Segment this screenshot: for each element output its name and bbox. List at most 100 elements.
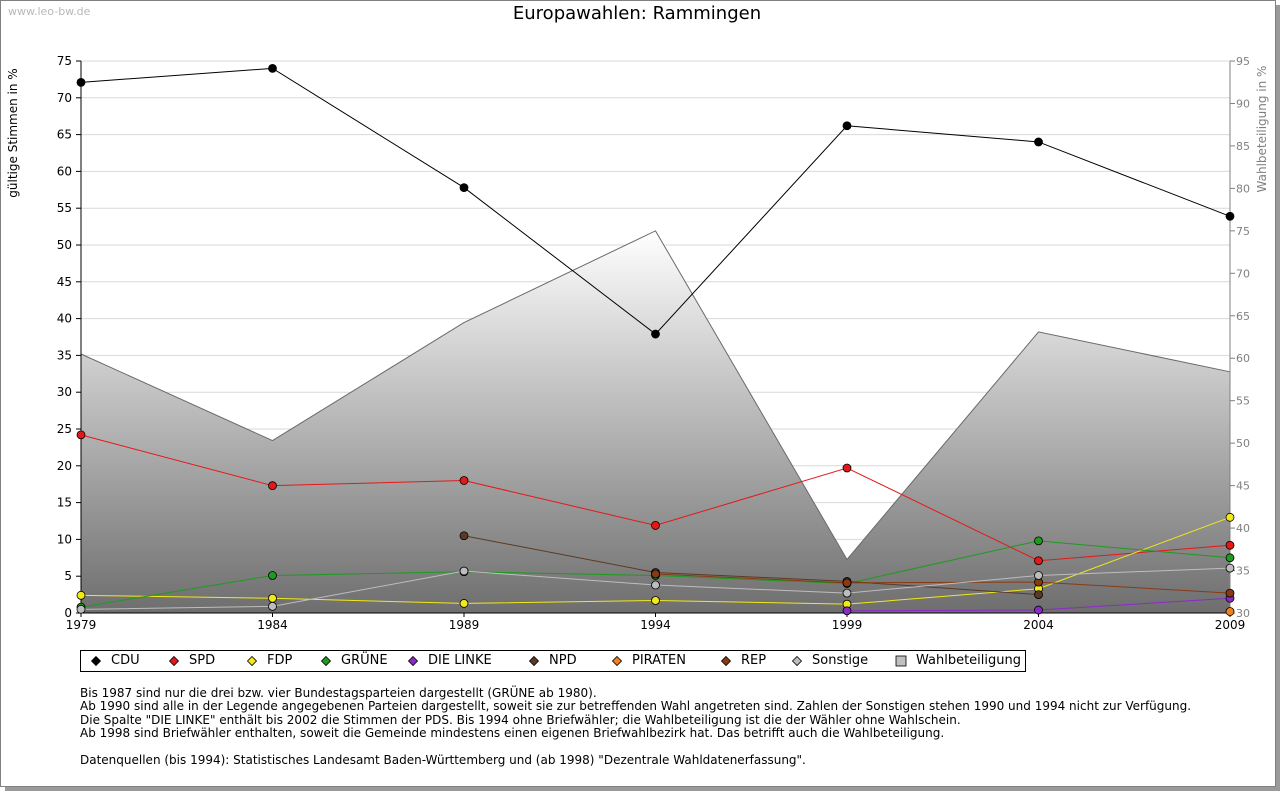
footnote-line: Die Spalte "DIE LINKE" enthält bis 2002 …	[80, 712, 961, 727]
legend-marker-die-linke	[407, 655, 419, 667]
y-tick-label-left: 30	[57, 385, 72, 399]
series-line-rep	[655, 573, 1231, 594]
series-markers	[76, 63, 1235, 616]
y-tick-label-left: 50	[57, 238, 72, 252]
legend: CDU SPD FDP GRÜNE DIE LINKE NPD PIRATEN REP Sons…	[80, 650, 1026, 672]
data-point-fdp	[268, 593, 277, 603]
data-point-fdp	[76, 590, 86, 600]
y-tick-label-right: 60	[1236, 352, 1250, 365]
data-point-spd	[76, 430, 86, 440]
legend-marker-spd	[168, 655, 180, 667]
data-point-spd	[459, 476, 469, 485]
y-tick-label-left: 40	[57, 312, 72, 326]
y-tick-label-right: 85	[1236, 140, 1250, 153]
legend-label: Wahlbeteiligung	[916, 653, 1022, 668]
y-tick-label-left: 10	[57, 532, 72, 546]
legend-marker-sonstige	[791, 655, 803, 667]
turnout-area	[80, 230, 1231, 613]
legend-label: Sonstige	[812, 653, 869, 668]
footnote-line	[80, 741, 1191, 754]
y-tick-label-right: 35	[1236, 565, 1250, 578]
y-tick-label-right: 90	[1236, 97, 1250, 110]
y-tick-label-right: 40	[1236, 522, 1250, 535]
data-point-fdp	[651, 596, 660, 605]
data-point-spd	[651, 521, 660, 530]
legend-label: NPD	[549, 653, 577, 668]
y-tick-label-right: 30	[1236, 607, 1250, 620]
footnotes: Bis 1987 sind nur die drei bzw. vier Bun…	[80, 686, 1192, 767]
data-point-spd	[842, 463, 852, 473]
x-tick-label: 1989	[449, 618, 480, 632]
y-tick-label-right: 55	[1236, 395, 1250, 408]
y-tick-label-left: 75	[57, 54, 72, 68]
tick-labels: 0 5 10 15 20 25 30 35 40 45 50 55 60 65 70 75 30 35 40 45 50…	[57, 54, 1250, 632]
y-tick-label-left: 60	[57, 164, 72, 178]
y-tick-label-left: 0	[64, 606, 72, 620]
data-point-sonstige	[842, 588, 852, 598]
legend-marker-rep	[720, 655, 732, 667]
legend-label: CDU	[111, 653, 140, 668]
data-point-spd	[1034, 556, 1043, 566]
legend-marker-gr-ne	[320, 655, 332, 667]
x-tick-label: 2004	[1023, 618, 1054, 632]
legend-label: REP	[741, 653, 767, 668]
data-point-rep	[1225, 588, 1235, 598]
y-tick-label-right: 50	[1236, 437, 1250, 450]
y-tick-label-right: 95	[1236, 55, 1250, 68]
legend-marker-piraten	[611, 655, 623, 667]
site-watermark: www.leo-bw.de	[8, 5, 91, 18]
chart-title: Europawahlen: Rammingen	[512, 3, 762, 24]
y-tick-label-right: 80	[1236, 182, 1250, 195]
data-point-fdp	[459, 599, 469, 608]
y-tick-label-left: 65	[57, 128, 72, 142]
legend-marker-cdu	[90, 655, 102, 667]
x-tick-label: 1999	[832, 618, 863, 632]
data-point-rep	[842, 578, 852, 588]
data-point-spd	[1225, 540, 1235, 550]
data-point-gr-ne	[1225, 553, 1235, 563]
data-point-sonstige	[76, 604, 86, 614]
data-point-die-linke	[842, 606, 852, 616]
data-point-cdu	[842, 121, 852, 131]
data-point-fdp	[1225, 512, 1235, 522]
x-tick-label: 1979	[66, 618, 97, 632]
y-tick-label-right: 70	[1236, 267, 1250, 280]
x-tick-label: 2009	[1215, 618, 1246, 632]
y-tick-label-left: 45	[57, 275, 72, 289]
legend-marker-npd	[528, 655, 540, 667]
y-tick-label-left: 35	[57, 348, 72, 362]
legend-label: PIRATEN	[632, 653, 686, 668]
data-point-gr-ne	[268, 571, 277, 580]
y-tick-label-left: 5	[64, 569, 72, 583]
legend-label: DIE LINKE	[428, 653, 492, 668]
y-tick-label-left: 70	[57, 91, 72, 105]
turnout-area-outline	[80, 230, 1231, 561]
y-tick-label-right: 75	[1236, 225, 1250, 238]
turnout-area-fill	[81, 230, 1230, 613]
data-point-cdu	[76, 77, 86, 87]
data-point-rep	[651, 569, 660, 579]
data-point-die-linke	[1034, 605, 1043, 615]
data-point-gr-ne	[1034, 536, 1043, 546]
footnote-line: Ab 1990 sind alle in der Legende angegeb…	[80, 699, 1192, 714]
data-point-cdu	[459, 183, 469, 192]
data-point-npd	[1034, 590, 1043, 599]
data-point-piraten	[1225, 607, 1235, 616]
y-tick-label-left: 25	[57, 422, 72, 436]
legend-marker-fdp	[246, 655, 258, 667]
y-tick-label-left: 55	[57, 201, 72, 215]
y-tick-label-left: 15	[57, 496, 72, 510]
series-line-npd	[463, 535, 1039, 596]
data-point-cdu	[651, 329, 660, 339]
y-tick-label-right: 45	[1236, 480, 1250, 493]
legend-label: FDP	[267, 653, 293, 668]
x-tick-label: 1984	[257, 618, 288, 632]
footnote-line: Datenquellen (bis 1994): Statistisches L…	[80, 752, 806, 767]
legend-marker-wahlbeteiligung	[895, 655, 907, 667]
y-tick-label-right: 65	[1236, 310, 1250, 323]
data-point-spd	[268, 481, 277, 491]
data-point-cdu	[1034, 137, 1043, 147]
x-tick-label: 1994	[640, 618, 671, 632]
data-point-sonstige	[651, 580, 660, 590]
